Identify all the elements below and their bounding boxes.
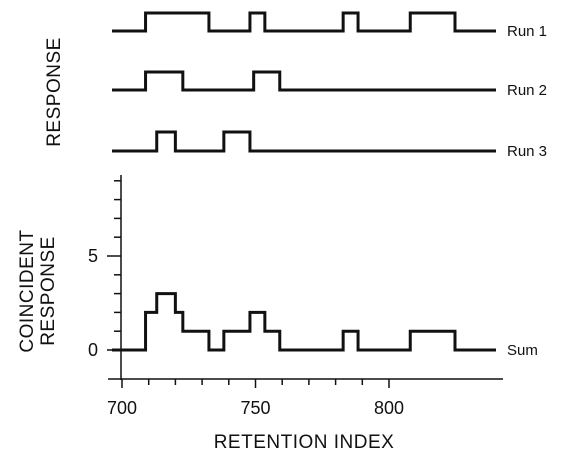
y-tick-label: 0	[88, 340, 98, 360]
bottom-y-axis-title-line-2: RESPONSE	[38, 236, 59, 346]
run-traces: Run 1 Run 2 Run 3	[112, 11, 547, 160]
bottom-y-axis-title-line-1: COINCIDENT	[17, 229, 38, 352]
y-tick-label: 5	[88, 246, 98, 266]
run-2-trace	[112, 70, 496, 92]
run-1-label: Run 1	[507, 23, 547, 40]
top-y-axis-title: RESPONSE	[44, 37, 65, 147]
x-axis-title: RETENTION INDEX	[214, 432, 395, 453]
coincident-panel: 0 5 700 750 800 Sum	[88, 175, 538, 418]
run-1-trace	[112, 11, 496, 33]
x-tick-label: 750	[240, 398, 270, 418]
x-tick-label: 800	[374, 398, 404, 418]
run-2-label: Run 2	[507, 82, 547, 99]
sum-label: Sum	[507, 342, 538, 359]
sum-trace	[112, 292, 496, 352]
x-tick-label: 700	[107, 398, 137, 418]
run-3-trace	[112, 130, 496, 153]
run-3-label: Run 3	[507, 143, 547, 160]
